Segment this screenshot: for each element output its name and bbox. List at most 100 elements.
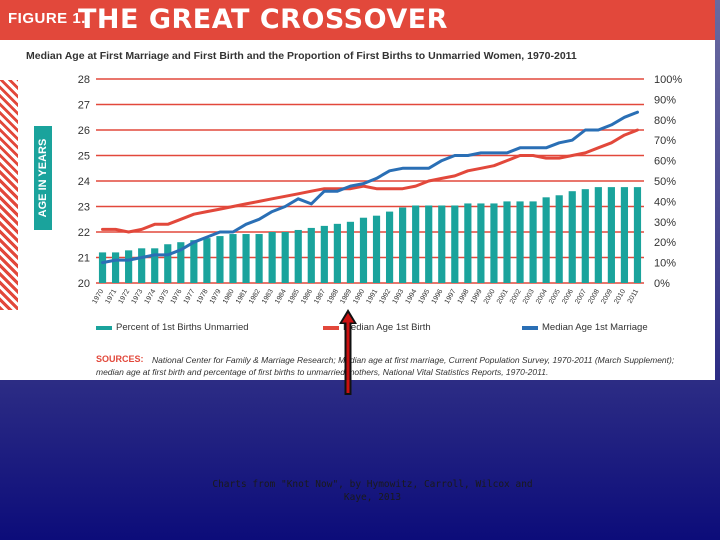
legend-swatch-bars: [96, 325, 112, 330]
bar: [190, 240, 198, 283]
bar: [385, 211, 394, 283]
x-tick-label: 2007: [574, 288, 588, 305]
bar: [125, 250, 133, 283]
x-tick-label: 2002: [509, 288, 523, 305]
right-tick-label: 20%: [654, 237, 676, 249]
bar: [177, 242, 185, 283]
x-tick-label: 2010: [613, 288, 627, 305]
bar: [399, 207, 407, 283]
x-tick-label: 1978: [196, 288, 210, 305]
legend-item-unmarried: Percent of 1st Births Unmarried: [96, 322, 249, 333]
figure-panel: FIGURE 1. THE GREAT CROSSOVER Median Age…: [0, 0, 715, 378]
x-tick-label: 1975: [157, 288, 171, 305]
x-tick-label: 1999: [470, 288, 484, 305]
left-tick-label: 22: [78, 227, 90, 239]
bar: [242, 234, 250, 283]
figure-title: THE GREAT CROSSOVER: [78, 4, 448, 35]
x-tick-label: 1985: [287, 288, 301, 305]
chart-svg: 20 21 22 23 24 25 26 27 28 0% 10% 20% 30% 40% 50% 60% 70…: [78, 74, 683, 305]
x-tick-label: 2008: [587, 288, 601, 305]
bar: [203, 238, 211, 283]
bar: [607, 187, 615, 283]
x-tick-label: 1988: [326, 288, 340, 305]
bar: [111, 252, 120, 283]
right-tick-label: 90%: [654, 94, 676, 106]
bar: [555, 195, 563, 283]
x-tick-label: 1986: [300, 288, 314, 305]
x-tick-label: 2011: [627, 288, 641, 305]
bar: [320, 225, 328, 283]
up-arrow-icon: [338, 308, 358, 396]
bar: [412, 205, 420, 283]
right-tick-label: 30%: [654, 217, 676, 229]
right-tick-label: 0%: [654, 278, 670, 290]
x-tick-label: 1982: [248, 288, 262, 305]
x-tick-label: 1976: [170, 288, 184, 305]
bar: [255, 234, 263, 283]
sources-block: National Center for Family & Marriage Re…: [96, 354, 676, 378]
left-tick-label: 21: [78, 253, 90, 265]
bar: [594, 187, 602, 283]
bar: [568, 191, 576, 283]
bar: [542, 197, 550, 283]
bar: [464, 203, 472, 283]
left-tick-label: 28: [78, 74, 90, 86]
x-tick-label: 1990: [352, 288, 366, 305]
x-tick-label: 1995: [418, 288, 432, 305]
x-tick-label: 1983: [261, 288, 275, 305]
right-tick-label: 80%: [654, 115, 676, 127]
right-tick-label: 10%: [654, 258, 676, 270]
bar: [98, 252, 107, 283]
bar: [151, 248, 159, 283]
x-tick-label: 1973: [131, 288, 145, 305]
legend-item-first-birth: Median Age 1st Birth: [323, 322, 431, 333]
bar: [281, 232, 289, 283]
bar: [633, 187, 642, 283]
x-tick-label: 1971: [104, 288, 118, 305]
x-tick-label: 2000: [483, 288, 497, 305]
legend-item-first-marriage: Median Age 1st Marriage: [522, 322, 648, 333]
bar: [477, 203, 485, 283]
bar: [164, 244, 172, 283]
left-tick-label: 27: [78, 100, 90, 112]
legend-swatch-first-marriage: [522, 325, 538, 330]
right-tick-label: 70%: [654, 135, 676, 147]
left-tick-label: 25: [78, 151, 90, 163]
series-line-first-birth: [101, 128, 639, 234]
x-tick-label: 1974: [144, 288, 158, 305]
bar: [346, 221, 355, 283]
bar: [216, 236, 224, 283]
x-tick-label: 1984: [274, 288, 288, 305]
x-tick-label: 2001: [496, 288, 510, 305]
bar: [333, 223, 341, 283]
x-tick-label: 1996: [431, 288, 445, 305]
left-tick-label: 20: [78, 278, 90, 290]
x-tick-label: 1972: [117, 288, 131, 305]
bar: [503, 201, 511, 283]
bar: [425, 205, 433, 283]
sources-text: National Center for Family & Marriage Re…: [96, 355, 675, 377]
bar: [581, 189, 589, 283]
legend-label: Percent of 1st Births Unmarried: [116, 322, 249, 333]
left-axis-label-box: [34, 126, 52, 230]
header-band: [0, 0, 715, 40]
x-tick-label: 1977: [183, 288, 197, 305]
bar: [372, 215, 381, 283]
x-tick-label: 2005: [548, 288, 562, 305]
bar: [438, 205, 446, 283]
left-tick-label: 26: [78, 125, 90, 137]
left-tick-label: 23: [78, 202, 90, 214]
legend: Percent of 1st Births Unmarried Median A…: [0, 322, 715, 336]
right-tick-label: 40%: [654, 196, 676, 208]
bar: [294, 229, 302, 283]
caption: Charts from "Knot Now", by Hymowitz, Car…: [212, 479, 533, 503]
x-tick-label: 1991: [365, 288, 379, 305]
left-tick-label: 24: [78, 176, 90, 188]
bar: [307, 227, 315, 283]
right-tick-label: 50%: [654, 176, 676, 188]
x-tick-label: 1987: [313, 288, 327, 305]
decorative-stripe: [0, 80, 18, 310]
bar: [529, 201, 537, 283]
bar: [451, 205, 459, 283]
x-tick-label: 2003: [522, 288, 536, 305]
